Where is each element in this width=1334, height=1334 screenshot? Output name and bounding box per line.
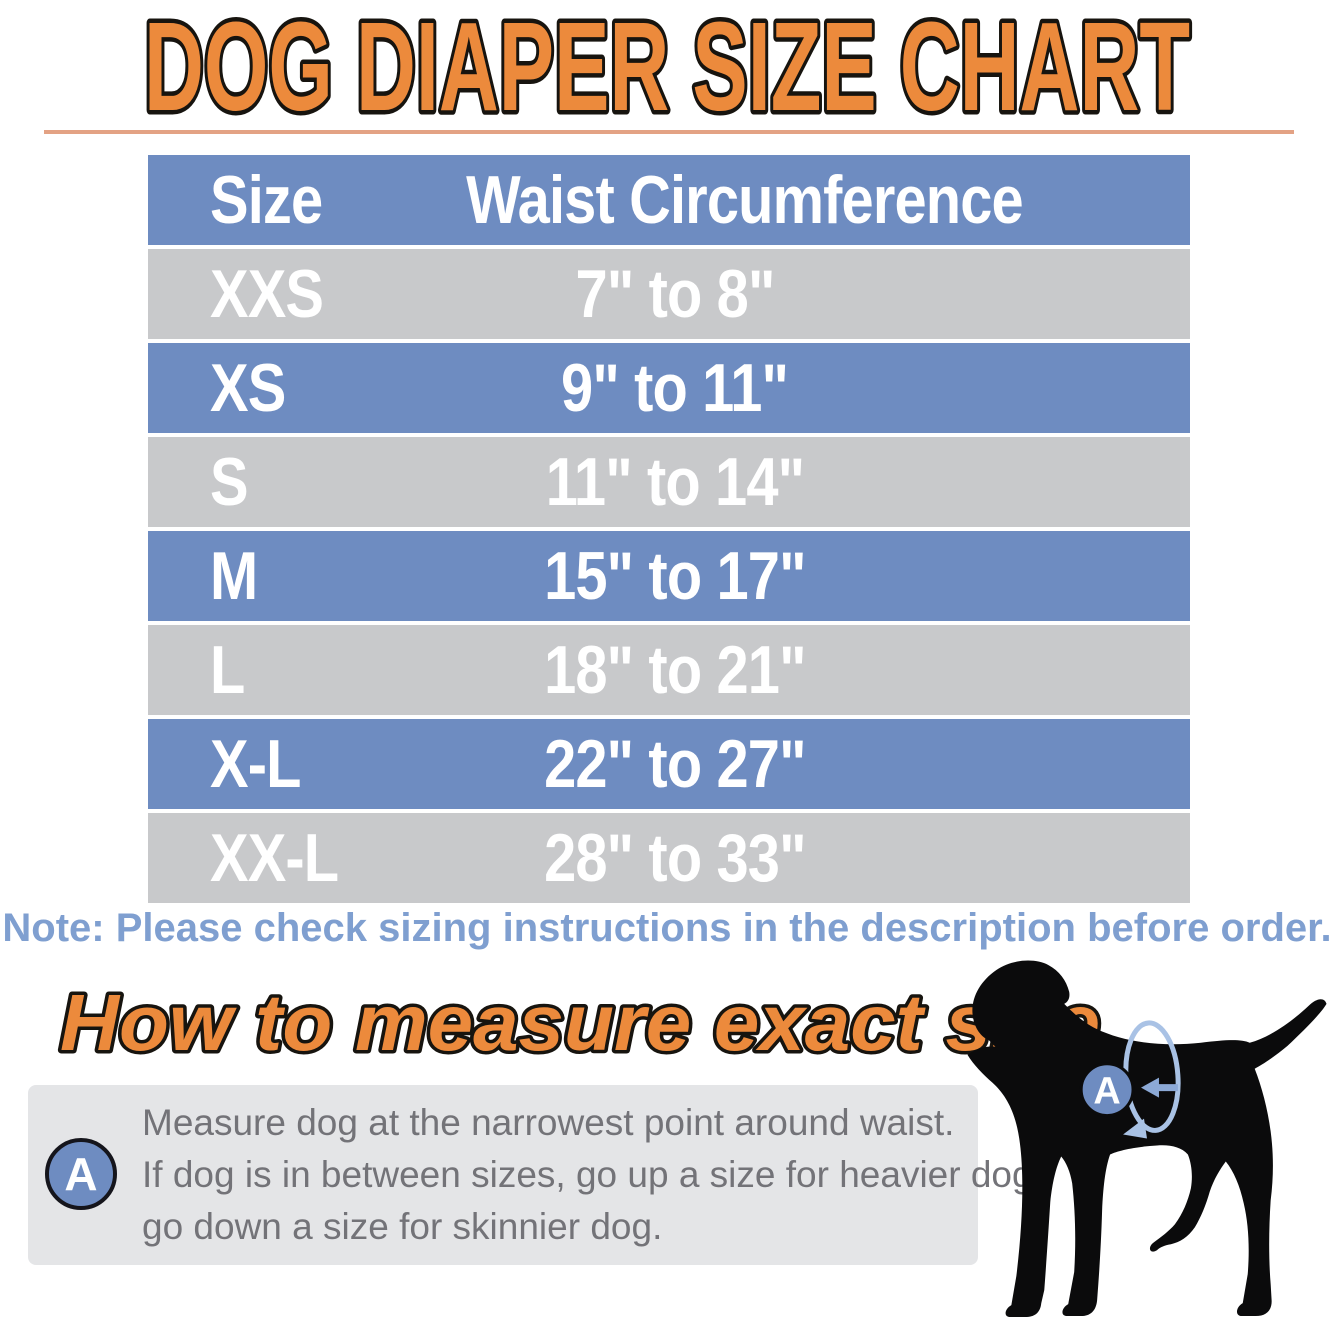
size-cell: S xyxy=(210,437,254,527)
title-divider xyxy=(44,130,1294,134)
arrow-left-head-icon xyxy=(1141,1077,1159,1098)
marker-a-diagram-label: A xyxy=(1093,1071,1120,1113)
table-row-s: S 11" to 14" xyxy=(148,437,1190,527)
header-size-cell: Size xyxy=(210,155,342,245)
instruction-line-3: go down a size for skinnier dog. xyxy=(142,1206,663,1247)
waist-band-arrow-tip-icon xyxy=(1123,1118,1147,1139)
waist-value: 7" to 8" xyxy=(575,256,776,332)
instruction-line-2: If dog is in between sizes, go up a size… xyxy=(142,1154,1043,1195)
table-row-xs: XS 9" to 11" xyxy=(148,343,1190,433)
waist-cell: 18" to 21" xyxy=(368,625,982,715)
waist-cell: 11" to 14" xyxy=(368,437,982,527)
size-label: S xyxy=(210,444,249,520)
measure-heading-graphic: How to measure exact size xyxy=(57,975,1104,1071)
size-label: X-L xyxy=(210,726,301,802)
header-waist-cell: Waist Circumference xyxy=(368,155,1120,245)
waist-value: 28" to 33" xyxy=(544,820,806,896)
header-waist-label: Waist Circumference xyxy=(465,162,1024,238)
table-row-xxl: XX-L 28" to 33" xyxy=(148,813,1190,903)
instruction-line-1: Measure dog at the narrowest point aroun… xyxy=(142,1102,955,1143)
waist-cell: 28" to 33" xyxy=(368,813,982,903)
size-label: XXS xyxy=(210,256,324,332)
size-cell: XXS xyxy=(210,249,343,339)
table-header-row: Size Waist Circumference xyxy=(148,155,1190,245)
instructions-card xyxy=(28,1085,978,1265)
header-size-label: Size xyxy=(210,162,323,238)
page-title: DOG DIAPER SIZE CHART xyxy=(144,0,1190,132)
size-cell: X-L xyxy=(210,719,317,809)
marker-a-circle xyxy=(1079,1062,1135,1118)
waist-cell: 15" to 17" xyxy=(368,531,982,621)
table-row-xl: X-L 22" to 27" xyxy=(148,719,1190,809)
table-row-l: L 18" to 21" xyxy=(148,625,1190,715)
waist-value: 22" to 27" xyxy=(544,726,806,802)
waist-cell: 9" to 11" xyxy=(368,343,982,433)
note-text: Note: Please check sizing instructions i… xyxy=(2,906,1332,950)
waist-value: 18" to 21" xyxy=(544,632,806,708)
size-label: M xyxy=(210,538,258,614)
waist-cell: 22" to 27" xyxy=(368,719,982,809)
size-label: L xyxy=(210,632,245,708)
dog-silhouette xyxy=(967,960,1327,1318)
size-label: XX-L xyxy=(210,820,339,896)
size-cell: XS xyxy=(210,343,299,433)
marker-a-badge: A xyxy=(45,1138,117,1210)
size-cell: M xyxy=(210,531,266,621)
instructions-text: Measure dog at the narrowest point aroun… xyxy=(142,1085,1043,1265)
size-label: XS xyxy=(210,350,286,426)
waist-value: 9" to 11" xyxy=(561,350,789,426)
marker-a-label: A xyxy=(64,1148,98,1200)
measure-heading: How to measure exact size xyxy=(60,978,1100,1067)
waist-cell: 7" to 8" xyxy=(368,249,982,339)
table-row-m: M 15" to 17" xyxy=(148,531,1190,621)
size-cell: L xyxy=(210,625,251,715)
page-title-graphic: DOG DIAPER SIZE CHART xyxy=(140,0,1195,132)
size-table: Size Waist Circumference XXS 7" to 8" XS… xyxy=(148,155,1190,907)
size-cell: XX-L xyxy=(210,813,361,903)
table-row-xxs: XXS 7" to 8" xyxy=(148,249,1190,339)
waist-value: 15" to 17" xyxy=(544,538,806,614)
dog-diagram: A xyxy=(967,960,1327,1318)
waist-value: 11" to 14" xyxy=(545,444,805,520)
